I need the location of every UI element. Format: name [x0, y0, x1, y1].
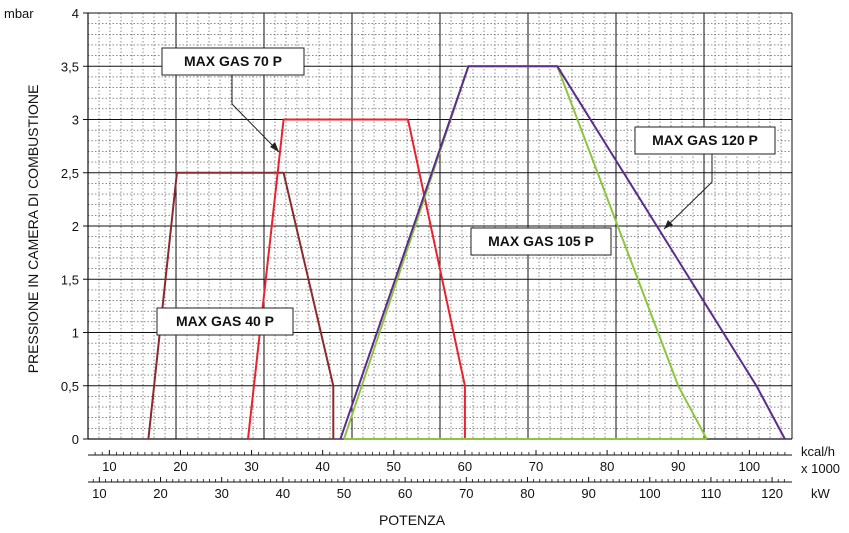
y-tick-label: 3,5 — [61, 59, 79, 74]
y-unit-label: mbar — [4, 6, 34, 21]
kcal-tick-label: 30 — [244, 459, 258, 474]
kcal-tick-label: 80 — [600, 459, 614, 474]
label-max-gas-70p-leader — [231, 75, 280, 153]
kw-tick-label: 20 — [153, 486, 167, 501]
series-line-max-gas-70-p — [247, 118, 466, 440]
kw-tick-label: 90 — [581, 486, 595, 501]
kw-tick-label: 60 — [398, 486, 412, 501]
kcal-tick-label: 60 — [458, 459, 472, 474]
x-axis-title: POTENZA — [379, 512, 446, 528]
series-layer — [147, 65, 786, 440]
y-tick-label: 2,5 — [61, 166, 79, 181]
kw-tick-label: 100 — [639, 486, 661, 501]
y-tick-label: 2 — [72, 219, 79, 234]
kcal-tick-label: 40 — [315, 459, 329, 474]
label-max-gas-120p: MAX GAS 120 P — [634, 126, 776, 230]
kw-tick-label: 50 — [337, 486, 351, 501]
ticks: 0 0,5 1 1,5 2 2,5 3 3,5 4 10 20 30 40 50 60 70 80 90 100 10… — [61, 6, 792, 501]
label-max-gas-105p: MAX GAS 105 P — [470, 227, 612, 256]
kw-unit-label: kW — [811, 486, 831, 501]
kcal-tick-label: 100 — [738, 459, 760, 474]
label-max-gas-105p-text: MAX GAS 105 P — [488, 233, 594, 249]
label-max-gas-40p-text: MAX GAS 40 P — [176, 313, 274, 329]
label-max-gas-70p-text: MAX GAS 70 P — [184, 53, 282, 69]
y-tick-label: 1 — [72, 326, 79, 341]
kcal-tick-label: 70 — [529, 459, 543, 474]
label-max-gas-120p-text: MAX GAS 120 P — [652, 132, 758, 148]
y-tick-label: 4 — [72, 6, 79, 21]
y-tick-label: 0 — [72, 432, 79, 447]
y-tick-label: 1,5 — [61, 272, 79, 287]
series-line-max-gas-40-p — [147, 171, 335, 440]
kw-tick-label: 80 — [520, 486, 534, 501]
label-max-gas-40p: MAX GAS 40 P — [156, 307, 294, 336]
kcal-tick-label: 10 — [102, 459, 116, 474]
kcal-unit-line1: kcal/h — [801, 444, 835, 459]
kcal-tick-label: 90 — [671, 459, 685, 474]
series-line-max-gas-120-p — [339, 65, 786, 440]
label-max-gas-70p: MAX GAS 70 P — [161, 47, 305, 153]
y-tick-label: 3 — [72, 113, 79, 128]
label-max-gas-70p-arrow — [270, 142, 279, 152]
kw-tick-label: 40 — [276, 486, 290, 501]
grid-major — [88, 13, 792, 439]
kw-tick-label: 70 — [459, 486, 473, 501]
kw-tick-label: 30 — [214, 486, 228, 501]
kw-tick-label: 120 — [761, 486, 783, 501]
y-tick-label: 0,5 — [61, 379, 79, 394]
kcal-tick-label: 50 — [387, 459, 401, 474]
label-max-gas-120p-arrow — [664, 220, 673, 229]
kcal-tick-label: 20 — [173, 459, 187, 474]
kcal-unit-line2: x 1000 — [801, 461, 840, 476]
label-max-gas-120p-leader — [663, 154, 713, 230]
kw-tick-label: 110 — [701, 486, 722, 501]
kw-tick-label: 10 — [92, 486, 106, 501]
y-axis-title: PRESSIONE IN CAMERA DI COMBUSTIONE — [25, 85, 41, 374]
